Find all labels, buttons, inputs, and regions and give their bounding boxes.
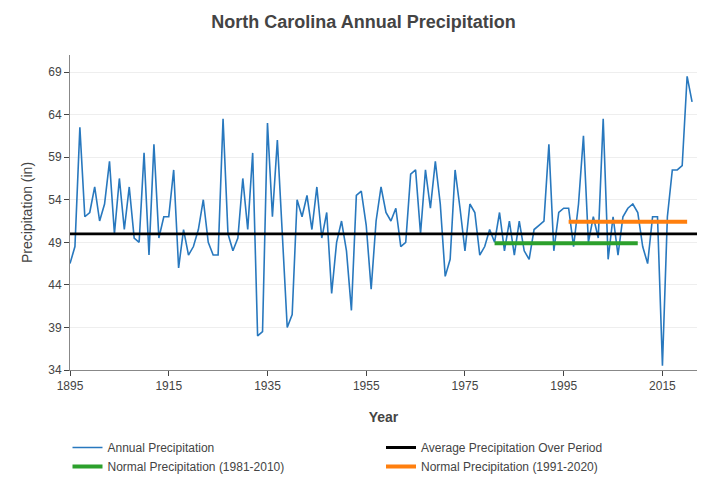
svg-text:59: 59	[48, 150, 62, 164]
svg-text:69: 69	[48, 65, 62, 79]
svg-text:34: 34	[48, 363, 62, 377]
svg-text:Normal Precipitation (1981-201: Normal Precipitation (1981-2010)	[108, 460, 285, 474]
svg-text:Precipitation (in): Precipitation (in)	[19, 162, 35, 263]
svg-text:1935: 1935	[254, 379, 281, 393]
svg-text:Year: Year	[369, 409, 399, 425]
svg-text:49: 49	[48, 236, 62, 250]
svg-text:44: 44	[48, 278, 62, 292]
svg-text:1955: 1955	[353, 379, 380, 393]
svg-text:39: 39	[48, 321, 62, 335]
svg-text:64: 64	[48, 108, 62, 122]
svg-text:Annual Precipitation: Annual Precipitation	[108, 441, 215, 455]
svg-text:1915: 1915	[155, 379, 182, 393]
svg-text:1975: 1975	[452, 379, 479, 393]
svg-text:Average Precipitation Over Per: Average Precipitation Over Period	[421, 441, 602, 455]
svg-text:1895: 1895	[57, 379, 84, 393]
svg-text:54: 54	[48, 193, 62, 207]
svg-text:1995: 1995	[550, 379, 577, 393]
svg-text:Normal Precipitation (1991-202: Normal Precipitation (1991-2020)	[421, 460, 598, 474]
svg-text:2015: 2015	[649, 379, 676, 393]
svg-text:North Carolina Annual Precipit: North Carolina Annual Precipitation	[211, 12, 515, 32]
